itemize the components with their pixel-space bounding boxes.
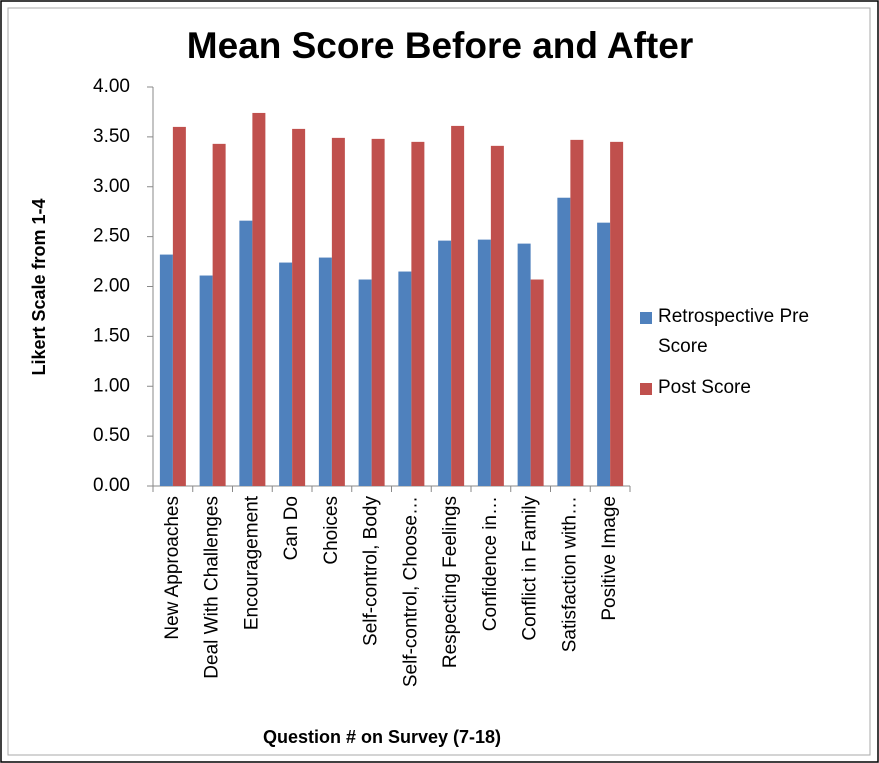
x-tick-label: Can Do (281, 496, 302, 560)
bar (477, 239, 491, 486)
bar (570, 139, 584, 486)
y-tick-label: 2.50 (93, 226, 130, 247)
x-tick-label: Positive Image (599, 496, 620, 621)
y-tick-label: 3.50 (93, 126, 130, 147)
legend-swatch (640, 383, 652, 395)
x-tick-label: Encouragement (241, 495, 262, 630)
x-tick-label: Self-control, Body (361, 496, 382, 646)
bar (398, 271, 412, 486)
bar (597, 222, 611, 486)
bar (490, 145, 504, 487)
bar (159, 254, 173, 486)
bar (252, 112, 266, 486)
y-tick-label: 0.50 (93, 425, 130, 446)
bar (279, 262, 293, 486)
x-tick-label: Respecting Feelings (440, 496, 461, 668)
inner-frame (7, 7, 871, 756)
legend-label: Retrospective Pre Score (658, 306, 810, 357)
bar (517, 243, 531, 486)
bar (438, 240, 452, 486)
bar (172, 126, 186, 487)
legend-label: Post Score (658, 377, 751, 398)
x-tick-label: Conflict in Family (520, 496, 541, 641)
x-tick-label: New Approaches (162, 496, 183, 640)
x-tick-label: Choices (321, 496, 342, 565)
bar (610, 141, 624, 487)
y-tick-label: 2.00 (93, 276, 130, 297)
bar (557, 197, 571, 486)
y-axis-label: Likert Scale from 1-4 (29, 198, 49, 375)
x-axis-label: Question # on Survey (7-18) (263, 727, 501, 747)
x-tick-label: Satisfaction with… (559, 496, 580, 652)
bar (318, 257, 332, 486)
bar (331, 137, 345, 486)
x-tick-label: Confidence in… (480, 496, 501, 631)
chart-title: Mean Score Before and After (187, 25, 693, 66)
x-tick-label: Deal With Challenges (202, 496, 223, 679)
bar (451, 125, 465, 486)
y-tick-label: 3.00 (93, 176, 130, 197)
x-tick-label: Self-control, Choose… (400, 496, 421, 687)
y-tick-label: 4.00 (93, 76, 130, 97)
bar (411, 141, 425, 487)
bar (199, 275, 213, 486)
bar (239, 220, 253, 487)
y-tick-label: 1.00 (93, 375, 130, 396)
y-tick-label: 1.50 (93, 325, 130, 346)
bar (358, 279, 372, 486)
bar (292, 128, 306, 486)
legend-swatch (640, 312, 652, 324)
bar (212, 143, 226, 487)
bar (530, 279, 544, 486)
bar (371, 138, 385, 486)
y-tick-label: 0.00 (93, 475, 130, 496)
